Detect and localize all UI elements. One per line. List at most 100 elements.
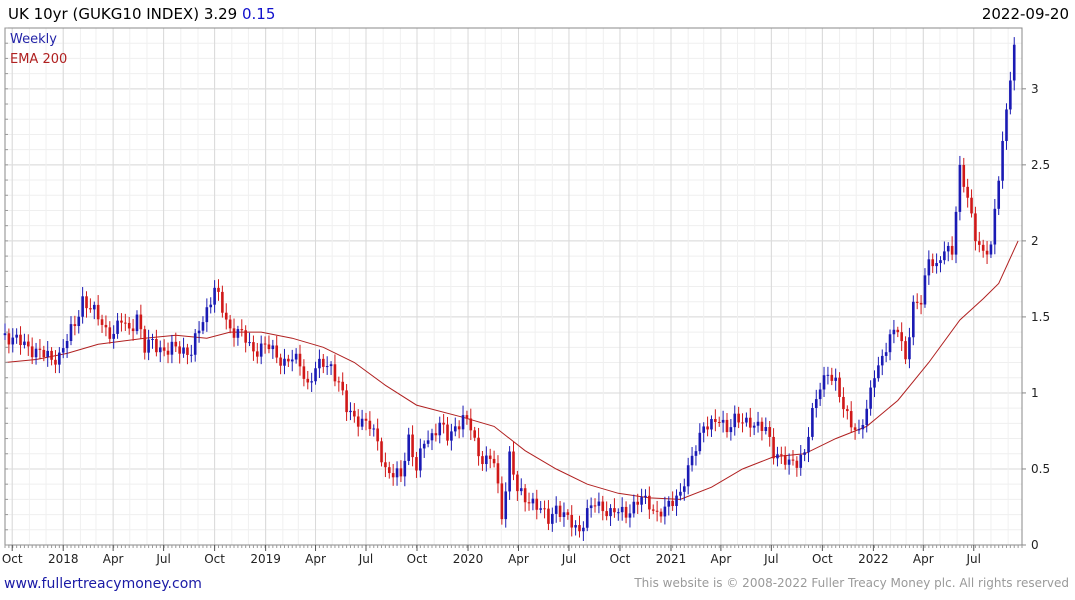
candle-body (651, 509, 655, 511)
candle-body (970, 197, 973, 214)
candle-body (112, 333, 115, 339)
x-tick-label: Apr (913, 552, 934, 566)
candle-body (190, 354, 193, 356)
candle-body (298, 353, 302, 367)
title-text: UK 10yr (GUKG10 INDEX) 3.29 (8, 5, 238, 23)
website-link[interactable]: www.fullertreacymoney.com (4, 576, 202, 592)
candle-body (174, 341, 178, 347)
candle-body (950, 245, 954, 255)
candle-body (787, 459, 791, 465)
candle-body (92, 304, 96, 310)
chart-title: UK 10yr (GUKG10 INDEX) 3.29 0.15 (8, 5, 275, 23)
candle-body (989, 244, 993, 255)
candle-body (733, 413, 737, 428)
candle-body (849, 411, 853, 428)
candle-body (776, 454, 779, 459)
candle-body (306, 378, 310, 383)
candle-body (325, 366, 329, 368)
candle-body (814, 399, 818, 408)
candle-body (888, 334, 892, 353)
candle-body (981, 244, 985, 251)
y-tick-label: 3 (1031, 82, 1039, 96)
x-tick-label: 2021 (656, 552, 687, 566)
candle-body (426, 440, 430, 444)
candle-body (873, 378, 876, 388)
candle-body (558, 505, 562, 517)
legend-weekly: Weekly (10, 32, 57, 47)
candle-body (644, 495, 647, 498)
candle-body (628, 513, 632, 518)
candle-body (100, 319, 104, 325)
candle-body (908, 337, 911, 360)
candle-body (927, 259, 931, 276)
candle-body (19, 334, 22, 346)
candle-body (741, 422, 744, 424)
candle-body (632, 501, 636, 514)
candle-body (209, 304, 213, 308)
candle-body (729, 427, 733, 433)
candle-body (857, 429, 861, 431)
candle-body (73, 324, 77, 327)
candle-body (496, 463, 500, 484)
candle-body (954, 211, 958, 255)
candle-body (244, 330, 247, 343)
candle-body (880, 355, 884, 366)
x-tick-label: Oct (2, 552, 23, 566)
candle-body (675, 495, 678, 507)
candle-body (228, 319, 232, 329)
candle-body (263, 343, 267, 345)
candle-body (290, 359, 294, 362)
candle-body (104, 324, 108, 328)
price-change: 0.15 (242, 5, 276, 23)
candle-body (686, 465, 690, 487)
candle-body (721, 419, 725, 423)
candle-body (256, 351, 259, 357)
candle-body (77, 316, 81, 327)
candle-body (131, 328, 135, 332)
candle-body (554, 505, 558, 514)
candle-body (364, 418, 368, 421)
candle-body (974, 213, 977, 242)
candle-body (54, 359, 57, 365)
candle-body (943, 251, 946, 261)
candle-body (205, 307, 209, 323)
candle-body (120, 320, 123, 323)
candle-body (178, 346, 181, 354)
candle-body (446, 424, 449, 441)
candle-body (1001, 140, 1004, 181)
candle-body (748, 417, 752, 428)
candle-body (384, 462, 387, 468)
candle-body (803, 452, 806, 455)
candle-body (752, 425, 756, 428)
candle-body (551, 513, 554, 524)
candle-body (356, 416, 360, 427)
candle-body (61, 348, 65, 353)
candle-body (376, 428, 379, 442)
candle-body (682, 486, 686, 492)
candle-body (958, 164, 962, 212)
candle-body (221, 291, 224, 313)
candle-body (593, 505, 597, 507)
candle-body (124, 322, 127, 324)
candle-body (360, 418, 364, 427)
x-tick-label: Jul (561, 552, 576, 566)
candle-body (275, 345, 279, 358)
candle-body (453, 426, 457, 432)
x-tick-label: Oct (407, 552, 428, 566)
candle-body (772, 436, 775, 459)
candle-body (143, 329, 147, 353)
candle-body (935, 263, 938, 267)
candle-body (516, 474, 519, 492)
candle-body (166, 350, 170, 355)
candle-body (34, 348, 38, 358)
candle-body (193, 333, 197, 355)
candle-body (667, 500, 671, 507)
candle-body (966, 186, 969, 198)
candle-body (469, 418, 473, 431)
candle-body (127, 322, 131, 329)
x-tick-label: Apr (103, 552, 124, 566)
candle-body (415, 457, 418, 471)
candle-body (636, 501, 640, 505)
candle-body (892, 329, 896, 335)
candle-body (345, 390, 348, 413)
